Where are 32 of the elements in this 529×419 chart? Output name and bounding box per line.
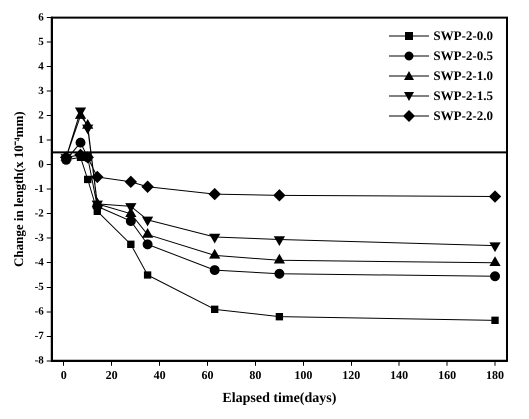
y-axis-title: Change in length(x 10⁻⁴mm) [11,111,26,268]
y-tick-label: 5 [38,36,44,48]
legend-label: SWP-2-0.5 [433,48,493,64]
y-tick-label: -3 [34,232,44,244]
x-tick-label: 120 [342,368,360,382]
x-tick-label: 140 [390,368,408,382]
x-tick-label: 0 [60,368,67,382]
x-tick-label: 80 [249,368,262,382]
legend-label: SWP-2-0.0 [433,28,493,44]
y-tick-label: 2 [38,110,44,122]
x-tick-label: 160 [438,368,456,382]
y-tick-label: -4 [34,256,44,269]
y-tick-label: -7 [34,330,44,342]
legend-label: SWP-2-1.0 [433,68,493,84]
y-tick-label: 3 [38,84,44,97]
y-tick-label: 6 [38,11,44,24]
y-tick-label: 0 [38,158,44,171]
y-tick-label: -5 [34,281,44,294]
y-tick-label: -6 [34,306,44,318]
x-tick-label: 100 [294,368,312,382]
y-tick-label: -2 [34,208,44,220]
legend-label: SWP-2-2.0 [433,108,493,124]
y-tick-label: -1 [34,183,44,196]
legend-label: SWP-2-1.5 [433,88,493,104]
x-tick-label: 60 [202,368,214,382]
y-tick-label: 4 [38,60,44,72]
x-axis-title: Elapsed time(days) [222,391,337,406]
x-tick-label: 40 [154,368,166,382]
x-tick-label: 180 [486,368,504,382]
y-tick-label: -8 [34,354,44,367]
x-tick-label: 20 [106,368,118,382]
y-tick-label: 1 [38,134,44,146]
